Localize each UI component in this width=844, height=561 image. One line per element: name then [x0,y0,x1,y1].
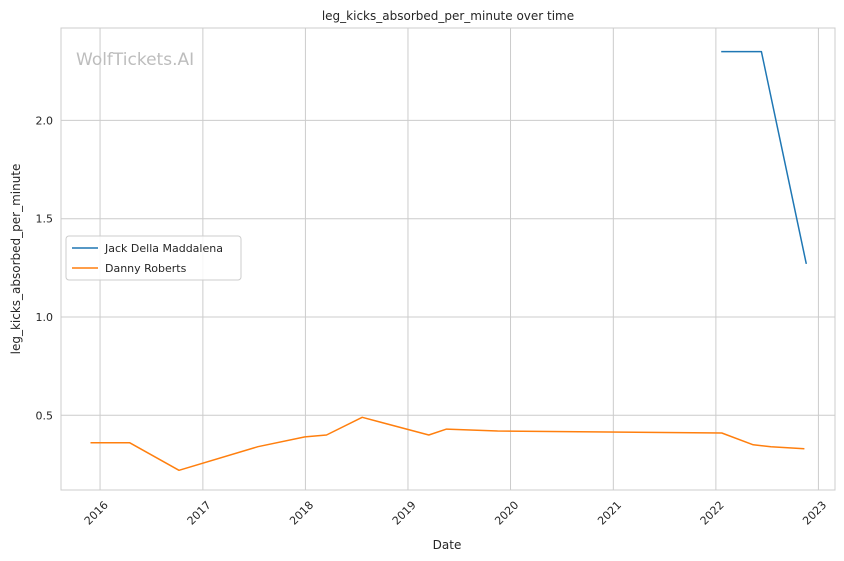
y-axis-ticks: 0.5 1.0 1.5 2.0 [36,114,54,422]
x-tick-label: 2020 [492,499,521,528]
grid-lines [61,28,835,490]
legend-label-danny-roberts: Danny Roberts [105,262,187,275]
watermark: WolfTickets.AI [76,50,194,70]
x-tick-label: 2019 [390,499,419,528]
legend-label-jack-della-maddalena: Jack Della Maddalena [104,242,223,255]
plot-frame [60,27,836,491]
series-layer [90,50,808,472]
x-axis-ticks: 2016 2017 2018 2019 2020 2021 2022 2023 [82,499,829,528]
y-tick-label: 1.5 [36,213,54,226]
legend-box [65,235,242,281]
x-axis-title: Date [433,538,462,552]
x-tick-label: 2021 [595,499,624,528]
x-tick-label: 2017 [185,499,214,528]
chart-title: leg_kicks_absorbed_per_minute over time [322,9,574,23]
x-tick-label: 2022 [698,499,727,528]
legend: Jack Della Maddalena Danny Roberts [65,235,242,281]
y-tick-label: 0.5 [36,409,54,422]
x-tick-label: 2023 [800,499,829,528]
y-tick-label: 1.0 [36,311,54,324]
series-line-danny-roberts [90,416,805,472]
x-tick-label: 2018 [287,499,316,528]
series-line-jack-della-maddalena [721,50,808,265]
y-axis-title: leg_kicks_absorbed_per_minute [9,164,23,355]
y-tick-label: 2.0 [36,114,54,127]
x-tick-label: 2016 [82,499,111,528]
